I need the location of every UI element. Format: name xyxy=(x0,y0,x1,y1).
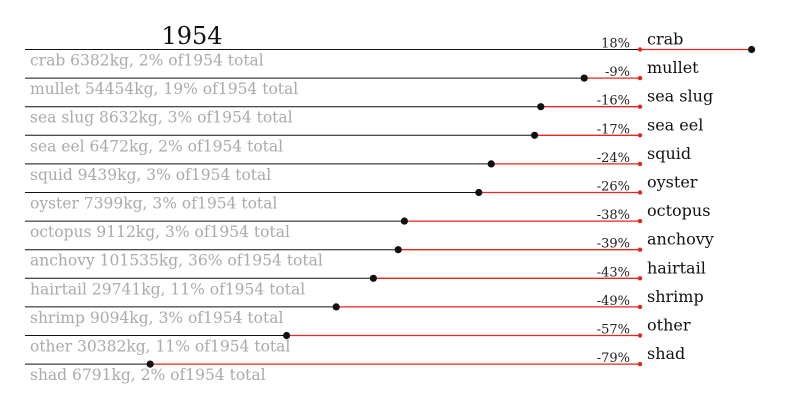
category-label: octopus xyxy=(647,201,710,220)
zero-dot xyxy=(637,276,643,281)
zero-dot xyxy=(637,104,643,109)
value-dot xyxy=(487,160,495,168)
value-dot xyxy=(580,74,588,82)
category-label: oyster xyxy=(647,173,698,192)
zero-dot xyxy=(637,133,643,138)
row-description: hairtail 29741kg, 11% of1954 total xyxy=(30,280,305,298)
row-description: squid 9439kg, 3% of1954 total xyxy=(30,166,271,184)
value-dot xyxy=(369,274,377,282)
category-label: squid xyxy=(647,144,691,163)
zero-dot xyxy=(637,75,643,81)
row-description: oyster 7399kg, 3% of1954 total xyxy=(30,195,277,213)
value-dot xyxy=(394,246,402,254)
value-label: -16% xyxy=(597,94,630,109)
value-label: -79% xyxy=(597,351,630,366)
zero-dot xyxy=(637,361,643,367)
row-description: crab 6382kg, 2% of1954 total xyxy=(30,52,264,70)
value-label: -9% xyxy=(605,65,630,80)
category-label: other xyxy=(647,316,691,335)
zero-dot xyxy=(637,47,643,52)
chart-title: 1954 xyxy=(161,22,222,50)
row-description: shrimp 9094kg, 3% of1954 total xyxy=(30,309,283,327)
value-dot xyxy=(531,131,539,139)
value-dot xyxy=(146,360,154,368)
category-label: shad xyxy=(647,344,685,363)
value-label: -26% xyxy=(597,180,630,195)
value-dot xyxy=(475,188,483,197)
value-label: -43% xyxy=(597,265,630,280)
zero-dot xyxy=(637,161,643,167)
value-dot xyxy=(283,331,291,340)
category-label: sea slug xyxy=(647,87,713,106)
value-dot xyxy=(332,303,340,311)
row-description: octopus 9112kg, 3% of1954 total xyxy=(30,223,290,241)
value-label: -57% xyxy=(597,323,630,338)
category-label: mullet xyxy=(647,58,699,77)
row-description: shad 6791kg, 2% of1954 total xyxy=(30,366,266,384)
zero-dot xyxy=(637,190,643,195)
row-description: other 30382kg, 11% of1954 total xyxy=(30,338,290,356)
category-label: sea eel xyxy=(647,115,703,134)
value-label: -24% xyxy=(597,151,630,166)
row-description: mullet 54454kg, 19% of1954 total xyxy=(30,80,298,98)
row-description: anchovy 101535kg, 36% of1954 total xyxy=(30,252,323,270)
row-description: sea eel 6472kg, 2% of1954 total xyxy=(30,137,283,155)
value-label: -39% xyxy=(597,237,630,252)
value-dot xyxy=(748,45,756,54)
zero-dot xyxy=(637,218,643,224)
zero-dot xyxy=(637,247,643,252)
category-label: anchovy xyxy=(647,230,714,249)
value-dot xyxy=(537,103,545,111)
value-label: -17% xyxy=(597,122,630,137)
row-description: sea slug 8632kg, 3% of1954 total xyxy=(30,109,293,127)
zero-dot xyxy=(637,304,643,310)
category-label: shrimp xyxy=(647,287,704,306)
value-label: -49% xyxy=(597,294,630,309)
category-label: hairtail xyxy=(647,258,706,277)
value-label: 18% xyxy=(601,37,630,52)
value-label: -38% xyxy=(597,208,630,223)
value-dot xyxy=(400,217,408,225)
category-label: crab xyxy=(647,30,683,49)
zero-dot xyxy=(637,333,643,338)
